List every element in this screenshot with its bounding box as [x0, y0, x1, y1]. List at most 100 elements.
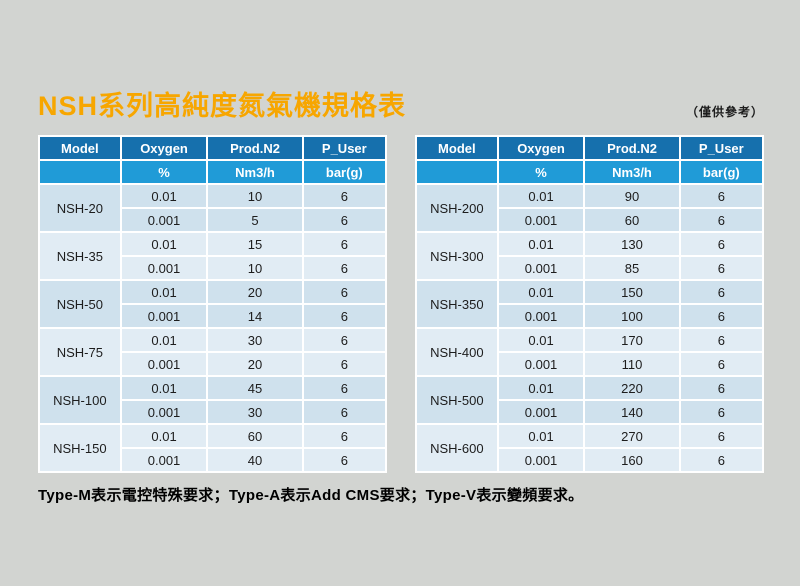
data-cell: 100	[585, 305, 679, 327]
data-cell: 6	[303, 209, 385, 231]
table-row: 0.001 160 6	[417, 449, 762, 471]
data-cell: 30	[208, 401, 302, 423]
data-cell: 6	[680, 377, 762, 399]
model-cell: NSH-500	[417, 377, 497, 423]
table-row: 0.001 40 6	[40, 449, 385, 471]
spec-table-right: Model Oxygen Prod.N2 P_User% Nm3/h bar(g) NSH-…	[415, 135, 764, 473]
data-cell: 0.001	[498, 401, 584, 423]
page: NSH系列高純度氮氣機規格表 （僅供參考） Model Oxygen Prod.N2…	[38, 84, 764, 504]
data-cell: 6	[303, 185, 385, 207]
data-cell: 0.01	[498, 329, 584, 351]
spec-tables: Model Oxygen Prod.N2 P_User% Nm3/h bar(g) NSH-…	[38, 135, 764, 473]
table-row: NSH-400 0.01 170 6	[417, 329, 762, 375]
data-cell: 150	[585, 281, 679, 303]
data-cell: 0.001	[498, 257, 584, 279]
data-cell: 60	[208, 425, 302, 447]
data-cell: 6	[303, 377, 385, 399]
data-cell: 0.01	[498, 281, 584, 303]
data-cell: 0.01	[121, 329, 207, 351]
data-cell: 170	[585, 329, 679, 351]
data-cell: 5	[208, 209, 302, 231]
data-cell: 0.001	[121, 305, 207, 327]
table-row: NSH-200 0.01 90 6	[417, 185, 762, 231]
model-cell: NSH-350	[417, 281, 497, 327]
data-cell: 0.001	[498, 209, 584, 231]
unit-header: %	[121, 161, 207, 183]
data-cell: 6	[680, 401, 762, 423]
data-cell: 30	[208, 329, 302, 351]
data-cell: 160	[585, 449, 679, 471]
data-cell: 6	[303, 401, 385, 423]
title-row: NSH系列高純度氮氣機規格表 （僅供參考）	[38, 84, 764, 123]
data-cell: 14	[208, 305, 302, 327]
data-cell: 6	[680, 449, 762, 471]
model-cell: NSH-100	[40, 377, 120, 423]
data-cell: 0.01	[498, 377, 584, 399]
data-cell: 0.001	[121, 353, 207, 375]
data-cell: 6	[680, 257, 762, 279]
data-cell: 85	[585, 257, 679, 279]
data-cell: 0.01	[121, 377, 207, 399]
table-row: 0.001 60 6	[417, 209, 762, 231]
data-cell: 0.001	[121, 449, 207, 471]
column-header: P_User	[303, 137, 385, 159]
data-cell: 220	[585, 377, 679, 399]
data-cell: 45	[208, 377, 302, 399]
unit-header: Nm3/h	[585, 161, 679, 183]
data-cell: 20	[208, 353, 302, 375]
table-row: NSH-500 0.01 220 6	[417, 377, 762, 423]
data-cell: 15	[208, 233, 302, 255]
model-cell: NSH-200	[417, 185, 497, 231]
data-cell: 0.001	[498, 305, 584, 327]
data-cell: 6	[680, 281, 762, 303]
table-row: NSH-20 0.01 10 6	[40, 185, 385, 231]
table-row: 0.001 14 6	[40, 305, 385, 327]
model-cell: NSH-35	[40, 233, 120, 279]
data-cell: 270	[585, 425, 679, 447]
model-cell: NSH-50	[40, 281, 120, 327]
table-row: NSH-100 0.01 45 6	[40, 377, 385, 423]
data-cell: 0.01	[121, 233, 207, 255]
column-header: Model	[417, 137, 497, 159]
data-cell: 6	[680, 425, 762, 447]
column-header: Prod.N2	[208, 137, 302, 159]
table-row: NSH-350 0.01 150 6	[417, 281, 762, 327]
data-cell: 0.01	[498, 185, 584, 207]
table-row: NSH-35 0.01 15 6	[40, 233, 385, 279]
unit-header	[417, 161, 497, 183]
table-row: NSH-75 0.01 30 6	[40, 329, 385, 375]
reference-note: （僅供參考）	[685, 105, 764, 119]
table-row: NSH-600 0.01 270 6	[417, 425, 762, 471]
model-cell: NSH-150	[40, 425, 120, 471]
table-row: 0.001 30 6	[40, 401, 385, 423]
data-cell: 140	[585, 401, 679, 423]
data-cell: 6	[680, 353, 762, 375]
data-cell: 6	[680, 233, 762, 255]
data-cell: 6	[680, 329, 762, 351]
data-cell: 6	[303, 257, 385, 279]
data-cell: 20	[208, 281, 302, 303]
table-row: 0.001 10 6	[40, 257, 385, 279]
column-header: Model	[40, 137, 120, 159]
data-cell: 0.001	[498, 449, 584, 471]
data-cell: 10	[208, 257, 302, 279]
column-header: Oxygen	[498, 137, 584, 159]
unit-header: %	[498, 161, 584, 183]
table-row: 0.001 140 6	[417, 401, 762, 423]
data-cell: 6	[680, 209, 762, 231]
footer-note: Type-M表示電控特殊要求；Type-A表示Add CMS要求；Type-V表…	[38, 487, 584, 504]
data-cell: 6	[303, 281, 385, 303]
table-row: 0.001 110 6	[417, 353, 762, 375]
table-row: NSH-300 0.01 130 6	[417, 233, 762, 279]
data-cell: 6	[303, 305, 385, 327]
data-cell: 90	[585, 185, 679, 207]
data-cell: 6	[303, 353, 385, 375]
data-cell: 130	[585, 233, 679, 255]
table-row: NSH-150 0.01 60 6	[40, 425, 385, 471]
data-cell: 0.01	[121, 281, 207, 303]
data-cell: 6	[303, 329, 385, 351]
unit-header	[40, 161, 120, 183]
data-cell: 6	[680, 305, 762, 327]
data-cell: 0.01	[498, 233, 584, 255]
unit-header: bar(g)	[303, 161, 385, 183]
